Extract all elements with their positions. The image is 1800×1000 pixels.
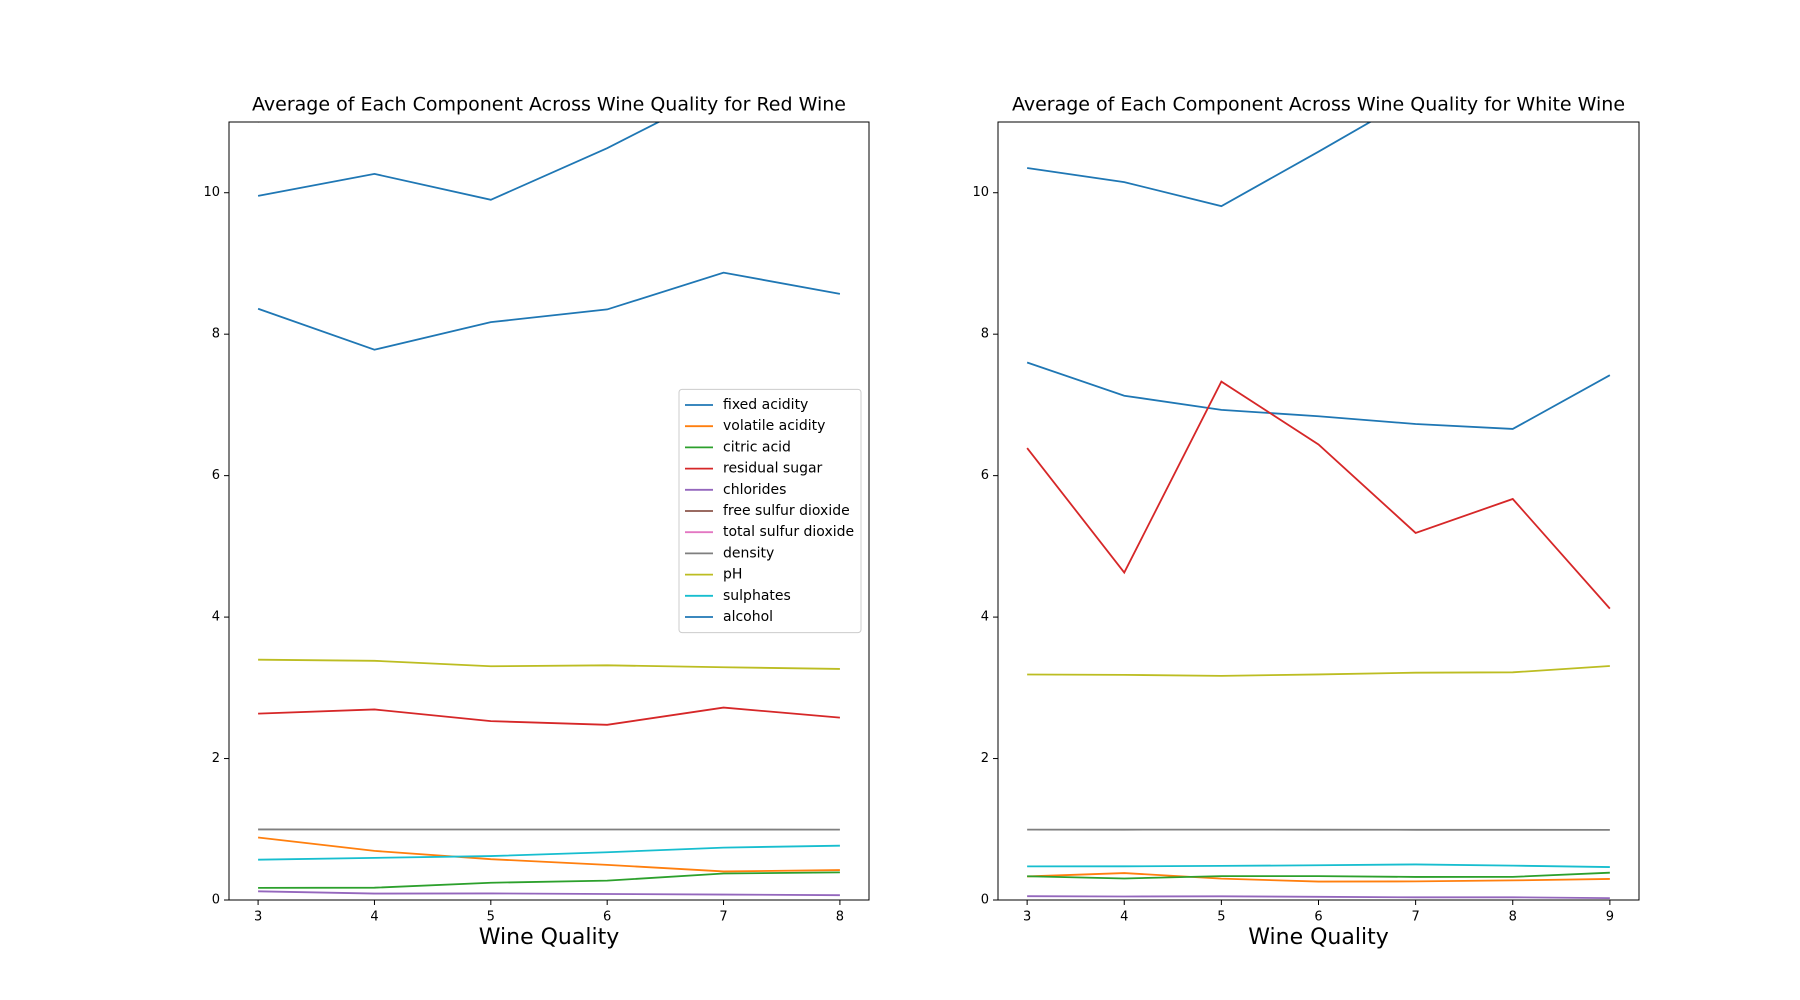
y-tick-label: 8 bbox=[981, 327, 989, 342]
series-line bbox=[1027, 863, 1610, 868]
series-line bbox=[258, 658, 840, 670]
y-tick-label: 0 bbox=[212, 893, 220, 908]
series-line bbox=[258, 706, 840, 726]
x-tick-label: 7 bbox=[1411, 910, 1419, 925]
x-tick-label: 6 bbox=[603, 910, 611, 925]
legend-label: pH bbox=[723, 567, 742, 583]
chart-title: Average of Each Component Across Wine Qu… bbox=[1012, 94, 1625, 116]
x-tick-label: 9 bbox=[1606, 910, 1614, 925]
x-tick-label: 4 bbox=[370, 910, 378, 925]
legend-box bbox=[678, 388, 862, 634]
axes-frame bbox=[997, 121, 1640, 901]
plot-area bbox=[257, 122, 841, 897]
x-tick-label: 5 bbox=[1217, 910, 1225, 925]
y-tick-label: 0 bbox=[981, 893, 989, 908]
series-line bbox=[258, 844, 840, 861]
x-tick-label: 8 bbox=[836, 910, 844, 925]
legend-label: alcohol bbox=[723, 609, 773, 625]
series-line bbox=[1027, 122, 1372, 208]
y-tick-label: 6 bbox=[212, 468, 220, 483]
legend-label: volatile acidity bbox=[723, 418, 825, 434]
series-line bbox=[1027, 871, 1610, 880]
legend-label: residual sugar bbox=[723, 461, 823, 477]
x-tick-label: 4 bbox=[1120, 910, 1128, 925]
legend-label: sulphates bbox=[723, 588, 791, 604]
x-tick-label: 5 bbox=[487, 910, 495, 925]
chart: 0 2 4 6 8 10 3 4 5 6 7 8 Average of Each Component A… bbox=[203, 94, 870, 950]
y-tick-label: 10 bbox=[203, 185, 220, 200]
x-tick-label: 3 bbox=[254, 910, 262, 925]
x-tick-label: 6 bbox=[1314, 910, 1322, 925]
legend-label: free sulfur dioxide bbox=[723, 503, 850, 519]
legend-label: chlorides bbox=[723, 482, 786, 498]
chart: 0 2 4 6 8 10 3 4 5 6 7 8 9 Average of Each Component … bbox=[972, 94, 1640, 950]
x-axis-label: Wine Quality bbox=[479, 925, 619, 950]
x-tick-label: 8 bbox=[1509, 910, 1517, 925]
y-tick-label: 2 bbox=[212, 751, 220, 766]
y-tick-label: 8 bbox=[212, 327, 220, 342]
x-tick-label: 7 bbox=[719, 910, 727, 925]
legend-label: total sulfur dioxide bbox=[723, 524, 854, 540]
y-tick-label: 2 bbox=[981, 751, 989, 766]
series-line bbox=[258, 890, 840, 897]
series-line bbox=[258, 871, 840, 889]
series-line bbox=[1026, 361, 1611, 430]
chart-title: Average of Each Component Across Wine Qu… bbox=[252, 94, 846, 116]
series-line bbox=[257, 271, 841, 351]
y-tick-label: 6 bbox=[981, 468, 989, 483]
series-line bbox=[1027, 872, 1610, 883]
plot-area bbox=[1026, 122, 1611, 899]
legend-label: density bbox=[723, 545, 774, 561]
series-line bbox=[1027, 895, 1610, 899]
series-line bbox=[257, 836, 840, 873]
series-line bbox=[257, 122, 661, 201]
legend-label: fixed acidity bbox=[723, 397, 808, 413]
legend-label: citric acid bbox=[723, 439, 791, 455]
legend: fixed acidity volatile acidity citric acid… bbox=[678, 388, 862, 634]
y-tick-label: 4 bbox=[981, 610, 989, 625]
series-line bbox=[1027, 665, 1610, 677]
y-tick-label: 10 bbox=[972, 185, 989, 200]
y-tick-label: 4 bbox=[212, 610, 220, 625]
x-axis-label: Wine Quality bbox=[1248, 925, 1388, 950]
axes-frame bbox=[228, 121, 870, 901]
x-tick-label: 3 bbox=[1023, 910, 1031, 925]
series-line bbox=[1026, 380, 1611, 610]
